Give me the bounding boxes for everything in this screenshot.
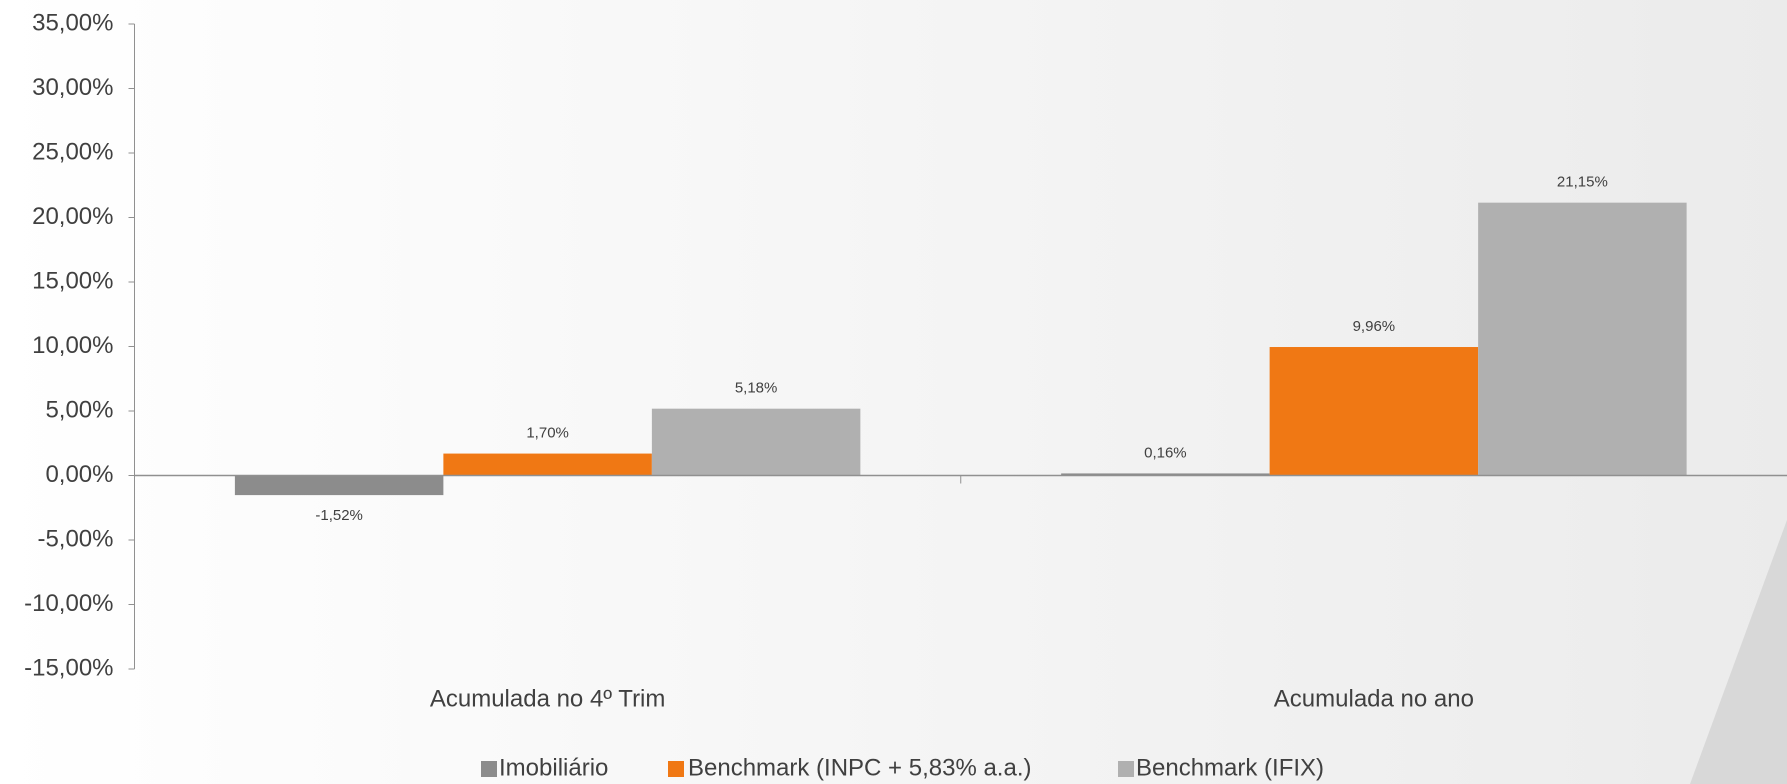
y-tick-label: 15,00% (32, 267, 113, 294)
legend-label: Benchmark (IFIX) (1136, 754, 1324, 781)
value-label: 0,16% (1144, 444, 1187, 461)
bar (1061, 473, 1270, 476)
value-label: 9,96% (1353, 318, 1396, 335)
y-tick-label: 35,00% (32, 9, 113, 36)
legend-label: Benchmark (INPC + 5,83% a.a.) (688, 754, 1031, 781)
y-tick-label: 20,00% (32, 203, 113, 230)
x-tick-label: Acumulada no ano (1274, 685, 1474, 712)
plot: -15,00% -10,00% -5,00% 0,00% 5,00% 10,00% 15,0… (24, 9, 1787, 781)
legend-swatch (1118, 761, 1134, 777)
bar (1269, 347, 1479, 476)
legend-label: Imobiliário (499, 754, 608, 781)
value-label: 5,18% (735, 380, 778, 397)
y-tick-label: -15,00% (24, 654, 113, 681)
y-tick-label: 5,00% (45, 396, 113, 423)
value-label: 1,70% (526, 425, 569, 442)
decoration (1690, 520, 1787, 784)
bar (651, 408, 861, 476)
y-tick-label: -10,00% (24, 590, 113, 617)
y-tick-label: 30,00% (32, 74, 113, 101)
legend-swatch (481, 761, 497, 777)
legend-swatch (668, 761, 684, 777)
value-label: 21,15% (1557, 174, 1608, 191)
y-tick-label: 25,00% (32, 138, 113, 165)
bar (443, 453, 652, 476)
value-label: -1,52% (315, 507, 363, 524)
x-tick-label: Acumulada no 4º Trim (430, 685, 666, 712)
bar (234, 475, 444, 496)
y-tick-label: 10,00% (32, 332, 113, 359)
bar (1478, 202, 1687, 476)
y-tick-label: 0,00% (45, 461, 113, 488)
y-tick-label: -5,00% (37, 525, 113, 552)
